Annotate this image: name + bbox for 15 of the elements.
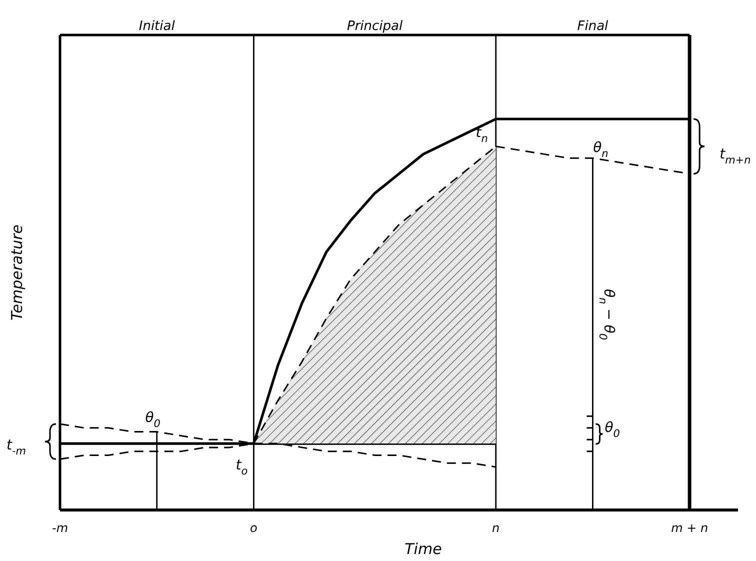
x-tick-label: o (250, 521, 258, 535)
text: t$_{-m}$ (6, 437, 26, 458)
annotation: θ$_{n}$ (593, 140, 608, 160)
text: Principal (346, 18, 403, 34)
x-tick-label: m + n (671, 521, 708, 535)
annotation: t$_{m+n}$ (720, 146, 751, 166)
annotation: θ$_{0}$ (604, 420, 620, 440)
annotation: θ$_{0}$ (145, 410, 161, 430)
x-tick-label: -m (52, 521, 68, 535)
annotation: t$_{o}$ (236, 457, 248, 478)
x-tick-label: n (492, 521, 500, 535)
text: Final (577, 18, 609, 34)
y-axis-title: Temperature (8, 224, 26, 321)
text: Initial (138, 18, 176, 34)
x-axis-title: Time (404, 540, 442, 558)
